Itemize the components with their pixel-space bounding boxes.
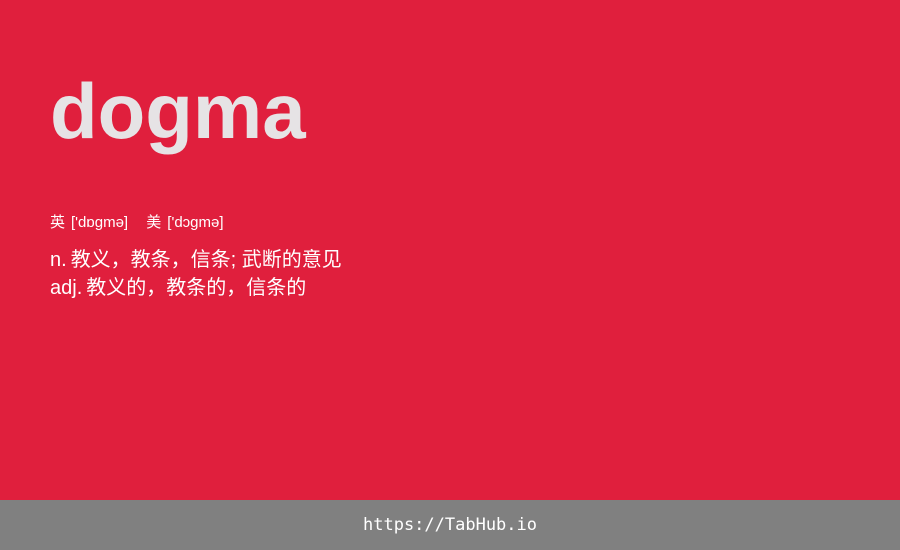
definitions: n. 教义，教条，信条; 武断的意见 adj. 教义的，教条的，信条的 <box>50 246 342 302</box>
headword: dogma <box>50 67 306 155</box>
phonetic-us: 美 ['dɔgmə] <box>146 213 223 233</box>
phonetic-uk-label: 英 <box>50 214 66 231</box>
phonetic-us-label: 美 <box>146 214 162 231</box>
phonetics-row: 英 ['dɒgmə] 美 ['dɔgmə] <box>50 213 224 233</box>
definition-noun-meaning: 教义，教条，信条; 武断的意见 <box>70 249 342 271</box>
word-card: dogma 英 ['dɒgmə] 美 ['dɔgmə] n. 教义，教条，信条; 武断… <box>0 0 900 500</box>
definition-adjective: adj. 教义的，教条的，信条的 <box>50 274 342 302</box>
definition-noun-pos: n. <box>50 249 67 271</box>
phonetic-uk-ipa: ['dɒgmə] <box>71 214 129 231</box>
footer-link[interactable]: https://TabHub.io <box>363 515 537 535</box>
footer-bar: https://TabHub.io <box>0 500 900 550</box>
definition-adjective-pos: adj. <box>50 277 83 299</box>
phonetic-us-ipa: ['dɔgmə] <box>167 214 224 231</box>
definition-adjective-meaning: 教义的，教条的，信条的 <box>86 277 307 299</box>
phonetic-uk: 英 ['dɒgmə] <box>50 213 128 233</box>
definition-noun: n. 教义，教条，信条; 武断的意见 <box>50 246 342 274</box>
